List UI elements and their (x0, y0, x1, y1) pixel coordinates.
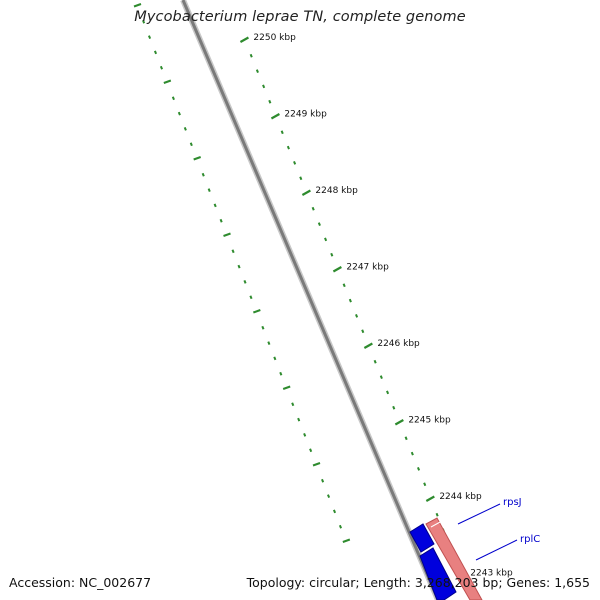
major-tick (270, 113, 280, 120)
minor-tick (268, 99, 272, 104)
gene-rplC-feature[interactable] (409, 523, 435, 553)
inner-minor-tick (279, 371, 283, 376)
major-tick (425, 495, 435, 502)
inner-minor-tick (189, 142, 193, 147)
minor-tick (404, 436, 408, 441)
tick-label: 2243 kbp (470, 569, 513, 579)
inner-minor-tick (201, 172, 205, 177)
inner-minor-tick (332, 509, 337, 514)
inner-minor-tick (338, 524, 343, 529)
inner-minor-tick (171, 96, 175, 101)
minor-tick (361, 329, 365, 334)
major-tick (301, 189, 311, 196)
gene-label-rplC[interactable]: rplC (520, 534, 540, 545)
inner-minor-tick (261, 325, 265, 330)
inner-major-tick (163, 79, 172, 84)
inner-major-tick (253, 309, 261, 314)
minor-tick (299, 176, 303, 181)
tick-label: 2245 kbp (408, 416, 451, 426)
inner-major-tick (133, 3, 142, 8)
inner-minor-tick (303, 433, 307, 437)
minor-tick (324, 237, 328, 242)
minor-tick (435, 512, 439, 517)
minor-tick (293, 161, 297, 165)
inner-major-tick (223, 232, 231, 237)
major-tick (394, 419, 404, 426)
minor-tick (317, 222, 321, 226)
gene-rpsJ-feature[interactable] (425, 517, 483, 600)
topology-text: Topology: circular; Length: 3,268,203 bp… (246, 575, 590, 590)
inner-minor-tick (321, 478, 325, 483)
minor-tick (392, 405, 396, 410)
minor-tick (417, 467, 421, 471)
tick-label: 2247 kbp (346, 263, 389, 273)
inner-minor-tick (243, 280, 247, 284)
inner-minor-tick (148, 35, 152, 39)
feature-divider (430, 520, 443, 528)
inner-minor-tick (213, 203, 217, 208)
inner-major-tick (312, 462, 321, 467)
minor-tick (348, 298, 352, 303)
major-tick-marks: 2250 kbp 2249 kbp 2248 kbp 2247 kbp 2246 kbp… (239, 33, 513, 579)
tick-label: 2248 kbp (315, 186, 358, 196)
minor-tick (255, 69, 259, 73)
inner-minor-tick (177, 111, 181, 116)
inner-major-tick (282, 385, 291, 390)
minor-tick (355, 314, 359, 318)
inner-minor-tick (267, 341, 271, 345)
inner-minor-tick (327, 494, 331, 498)
inner-minor-tick (309, 448, 313, 453)
inner-minor-tick (153, 50, 158, 55)
inner-minor-tick (237, 264, 241, 269)
gene-callout-line (457, 503, 501, 525)
minor-tick (373, 359, 377, 364)
inner-minor-tick (297, 417, 301, 422)
inner-minor-tick (231, 249, 235, 254)
tick-label: 2244 kbp (439, 492, 482, 502)
inner-minor-tick (142, 19, 146, 24)
inner-minor-tick (207, 188, 211, 192)
major-tick (332, 266, 342, 273)
minor-tick (379, 375, 383, 379)
inner-minor-tick (159, 65, 163, 70)
genome-backbone-core (181, 0, 440, 600)
minor-tick (330, 252, 334, 257)
gene-forward-feature[interactable] (419, 547, 457, 600)
minor-tick (311, 206, 315, 211)
inner-major-tick (193, 156, 202, 161)
inner-minor-tick (291, 402, 295, 407)
minor-tick (249, 53, 253, 58)
inner-major-tick (342, 538, 351, 543)
major-tick (363, 342, 373, 349)
tick-label: 2249 kbp (284, 110, 327, 120)
map-title: Mycobacterium leprae TN, complete genome (134, 9, 466, 25)
minor-tick (262, 84, 266, 89)
minor-tick (286, 145, 290, 150)
gene-label-rpsJ[interactable]: rpsJ (503, 497, 522, 508)
tick-label: 2246 kbp (377, 339, 420, 349)
inner-minor-tick (249, 295, 253, 300)
outer-tick-track (249, 53, 470, 594)
major-tick (239, 36, 249, 43)
inner-minor-tick (273, 356, 277, 361)
minor-tick (342, 283, 346, 288)
inner-minor-tick (219, 218, 223, 223)
gene-track: rpsJ rplC (409, 497, 540, 600)
minor-tick (423, 482, 427, 487)
minor-tick (280, 130, 284, 135)
inner-tick-track (133, 3, 351, 543)
minor-tick (410, 451, 414, 456)
minor-tick (386, 390, 390, 395)
inner-minor-tick (183, 127, 187, 131)
tick-label: 2250 kbp (253, 33, 296, 43)
accession-text: Accession: NC_002677 (9, 575, 152, 590)
gene-callout-line (475, 539, 518, 561)
